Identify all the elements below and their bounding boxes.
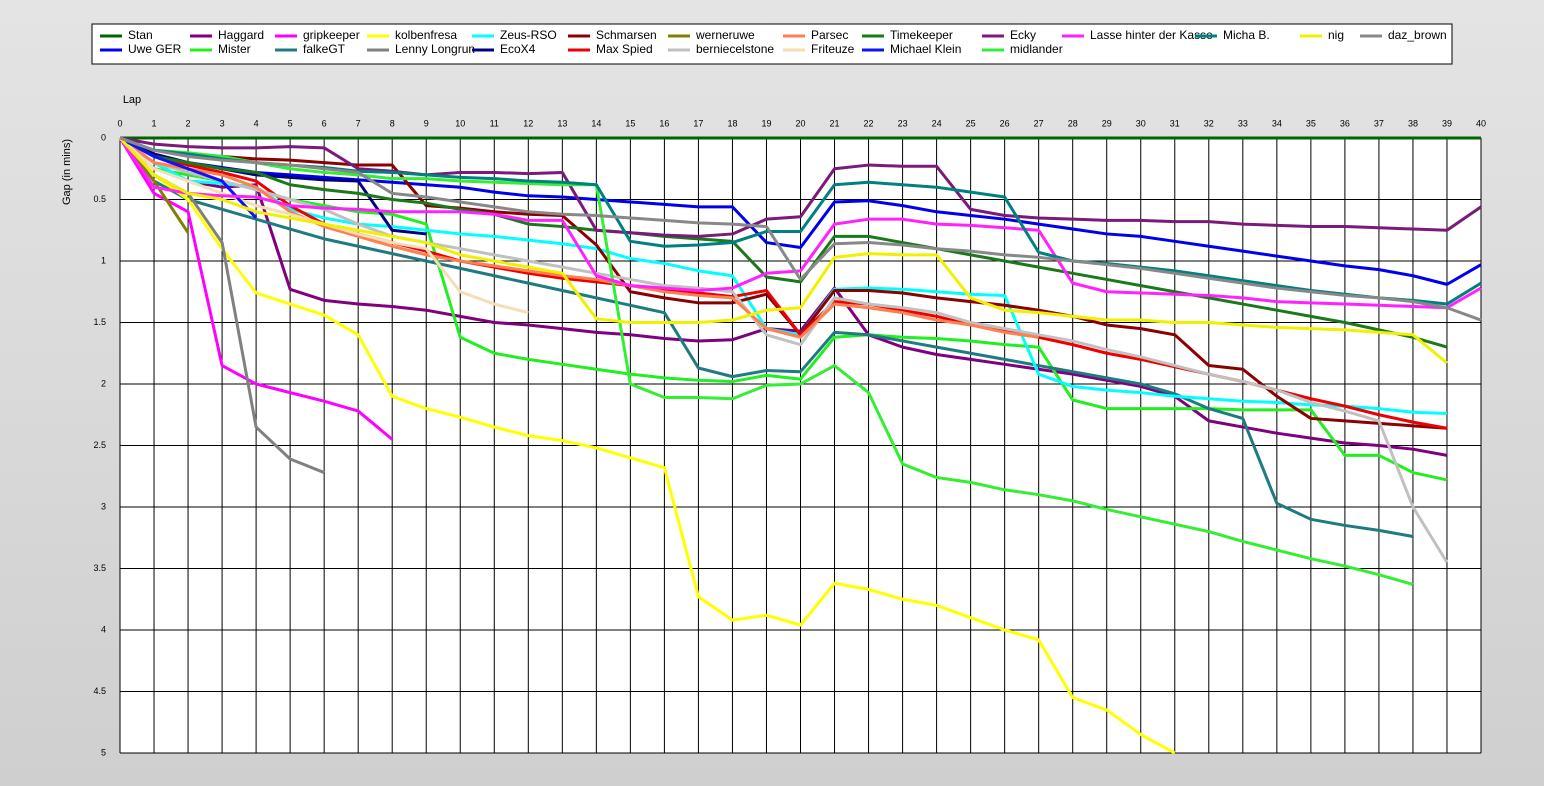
- x-tick-label: 6: [322, 118, 327, 128]
- x-tick-label: 16: [659, 118, 669, 128]
- x-tick-label: 22: [864, 118, 874, 128]
- x-tick-label: 26: [1000, 118, 1010, 128]
- labels: 0 1 2 3 4 5 6 7 8 9 10 11 12 13 14 15 16 17 18 19 20 21 22 23 24…: [93, 118, 1486, 757]
- y-tick-label: 3: [101, 501, 106, 511]
- x-tick-label: 4: [254, 118, 259, 128]
- series-line: [119, 136, 1448, 349]
- legend-label: werneruwe: [695, 28, 755, 42]
- x-tick-label: 28: [1068, 118, 1078, 128]
- x-tick-label: 24: [932, 118, 942, 128]
- x-tick-label: 11: [490, 118, 499, 128]
- series-line: [119, 136, 1039, 339]
- x-tick-label: 35: [1306, 118, 1316, 128]
- y-tick-label: 4.5: [93, 686, 106, 696]
- legend-label: Michael Klein: [890, 42, 961, 56]
- legend-label: kolbenfresa: [395, 28, 457, 42]
- legend-label: EcoX4: [500, 42, 536, 56]
- x-tick-label: 23: [898, 118, 908, 128]
- series-line: [118, 137, 1482, 310]
- legend-label: nig: [1328, 28, 1344, 42]
- y-tick-label: 3.5: [93, 563, 106, 573]
- legend-box: [91, 23, 1453, 65]
- series-line: [119, 136, 1482, 322]
- x-tick-label: 19: [761, 118, 771, 128]
- legend-label: berniecelstone: [696, 42, 774, 56]
- series-line: [118, 136, 1448, 365]
- legend-label: Micha B.: [1223, 28, 1270, 42]
- legend-label: Mister: [218, 42, 251, 56]
- x-tick-label: 1: [152, 118, 157, 128]
- x-tick-label: 8: [390, 118, 395, 128]
- x-tick-label: 25: [966, 118, 976, 128]
- x-tick-label: 5: [288, 118, 293, 128]
- series-line: [119, 136, 1414, 586]
- legend-label: Uwe GER: [128, 42, 182, 56]
- y-tick-label: 2: [101, 378, 106, 388]
- x-tick-label: 40: [1476, 118, 1486, 128]
- y-tick-label: 0: [101, 132, 106, 142]
- legend-label: Parsec: [811, 28, 848, 42]
- legend-label: Lenny Longrun: [395, 42, 475, 56]
- x-tick-label: 39: [1442, 118, 1452, 128]
- x-tick-label: 0: [117, 118, 122, 128]
- x-tick-label: 31: [1170, 118, 1180, 128]
- x-tick-label: 2: [186, 118, 191, 128]
- x-tick-label: 34: [1272, 118, 1282, 128]
- legend-label: Friteuze: [811, 42, 855, 56]
- series-line: [118, 136, 1176, 755]
- x-tick-label: 15: [625, 118, 635, 128]
- x-axis-label: Lap: [123, 94, 141, 106]
- series-line: [119, 136, 258, 219]
- x-tick-label: 7: [356, 118, 361, 128]
- series-line: [119, 136, 1482, 238]
- x-tick-label: 12: [523, 118, 533, 128]
- legend-label: Haggard: [218, 28, 264, 42]
- legend-label: falkeGT: [303, 42, 346, 56]
- x-tick-label: 30: [1136, 118, 1146, 128]
- legend-label: Max Spied: [596, 42, 653, 56]
- legend-label: Ecky: [1010, 28, 1036, 42]
- legend-label: gripkeeper: [303, 28, 360, 42]
- x-tick-label: 18: [727, 118, 737, 128]
- x-tick-label: 27: [1034, 118, 1044, 128]
- x-tick-label: 20: [795, 118, 805, 128]
- legend-label: Timekeeper: [890, 28, 953, 42]
- legend-label: midlander: [1010, 42, 1063, 56]
- x-tick-label: 21: [830, 118, 840, 128]
- y-tick-label: 4: [101, 624, 106, 634]
- x-tick-label: 13: [557, 118, 567, 128]
- series-line: [119, 136, 1449, 564]
- lines: [118, 136, 1482, 755]
- series-line: [119, 136, 1448, 457]
- x-tick-label: 33: [1238, 118, 1248, 128]
- x-tick-label: 32: [1204, 118, 1214, 128]
- x-tick-label: 10: [455, 118, 465, 128]
- x-tick-label: 3: [220, 118, 225, 128]
- x-tick-label: 9: [424, 118, 429, 128]
- y-tick-label: 1: [101, 255, 106, 265]
- series-line: [119, 136, 1482, 286]
- legend-label: daz_brown: [1388, 28, 1447, 42]
- x-tick-label: 17: [693, 118, 703, 128]
- series-line: [118, 137, 1414, 538]
- x-tick-label: 14: [591, 118, 601, 128]
- legend-label: Zeus-RSO: [500, 28, 557, 42]
- x-tick-label: 37: [1374, 118, 1384, 128]
- x-tick-label: 38: [1408, 118, 1418, 128]
- y-tick-label: 2.5: [93, 440, 106, 450]
- x-tick-label: 29: [1102, 118, 1112, 128]
- y-tick-label: 1.5: [93, 317, 106, 327]
- y-tick-label: 0.5: [93, 194, 106, 204]
- y-tick-label: 5: [101, 747, 106, 757]
- legend-label: Stan: [128, 28, 153, 42]
- y-axis-label: Gap (in mins): [61, 139, 73, 205]
- x-tick-label: 36: [1340, 118, 1350, 128]
- legend-label: Lasse hinter der Kasse: [1090, 28, 1213, 42]
- legend-label: Schmarsen: [596, 28, 657, 42]
